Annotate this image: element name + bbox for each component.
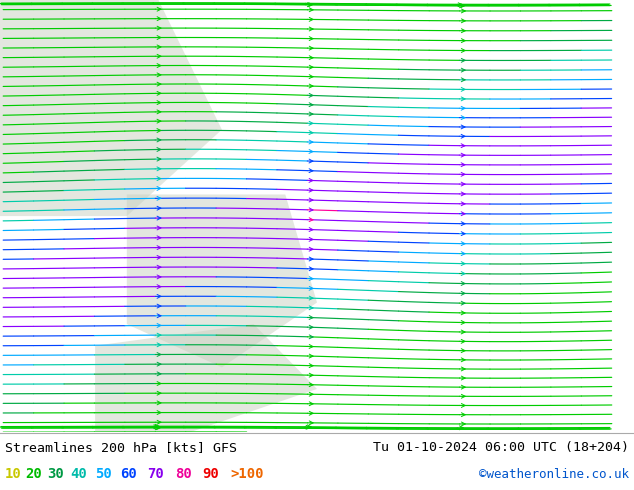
Text: 70: 70 (147, 467, 164, 481)
Polygon shape (127, 195, 317, 368)
Polygon shape (95, 324, 317, 432)
Text: 80: 80 (175, 467, 191, 481)
Text: Tu 01-10-2024 06:00 UTC (18+204): Tu 01-10-2024 06:00 UTC (18+204) (373, 441, 629, 454)
Polygon shape (0, 0, 222, 216)
Text: 10: 10 (5, 467, 22, 481)
Text: 20: 20 (25, 467, 42, 481)
Text: >100: >100 (230, 467, 264, 481)
Text: 90: 90 (202, 467, 219, 481)
Text: ©weatheronline.co.uk: ©weatheronline.co.uk (479, 467, 629, 481)
Text: 30: 30 (47, 467, 64, 481)
Text: Streamlines 200 hPa [kts] GFS: Streamlines 200 hPa [kts] GFS (5, 441, 237, 454)
Text: 50: 50 (95, 467, 112, 481)
Text: 60: 60 (120, 467, 137, 481)
Text: 40: 40 (70, 467, 87, 481)
